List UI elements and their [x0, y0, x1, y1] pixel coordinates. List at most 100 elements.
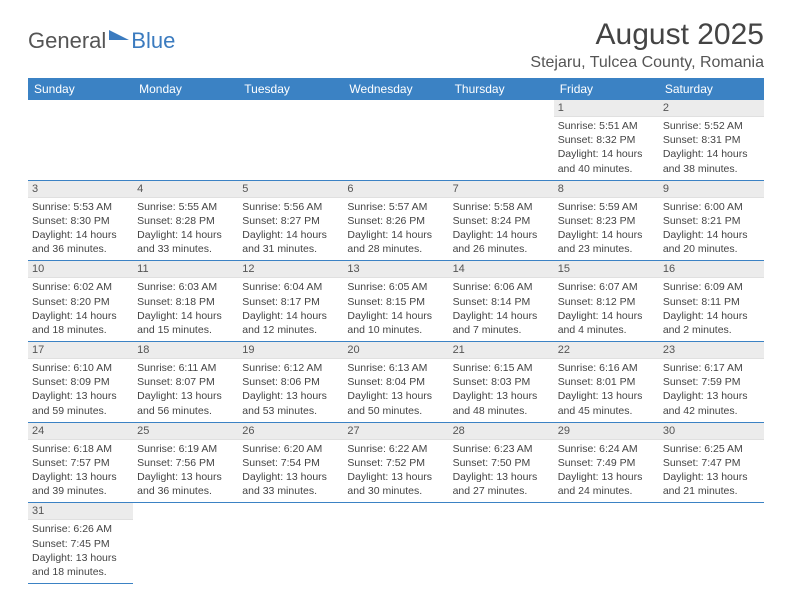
sunrise-line: Sunrise: 5:59 AM [558, 200, 655, 214]
daylight-line: Daylight: 13 hours and 27 minutes. [453, 470, 550, 498]
day-number: 3 [28, 181, 133, 198]
calendar-cell: 23Sunrise: 6:17 AMSunset: 7:59 PMDayligh… [659, 342, 764, 423]
calendar-cell [343, 100, 448, 180]
day-number: 19 [238, 342, 343, 359]
day-number: 28 [449, 423, 554, 440]
day-body: Sunrise: 6:25 AMSunset: 7:47 PMDaylight:… [659, 440, 764, 503]
sunrise-line: Sunrise: 5:57 AM [347, 200, 444, 214]
sunset-line: Sunset: 8:04 PM [347, 375, 444, 389]
calendar-cell: 8Sunrise: 5:59 AMSunset: 8:23 PMDaylight… [554, 180, 659, 261]
sunset-line: Sunset: 8:15 PM [347, 295, 444, 309]
sunrise-line: Sunrise: 5:51 AM [558, 119, 655, 133]
sunrise-line: Sunrise: 6:05 AM [347, 280, 444, 294]
day-number: 27 [343, 423, 448, 440]
day-body: Sunrise: 6:03 AMSunset: 8:18 PMDaylight:… [133, 278, 238, 341]
sunset-line: Sunset: 8:27 PM [242, 214, 339, 228]
sunset-line: Sunset: 8:01 PM [558, 375, 655, 389]
day-body: Sunrise: 6:22 AMSunset: 7:52 PMDaylight:… [343, 440, 448, 503]
sunrise-line: Sunrise: 6:25 AM [663, 442, 760, 456]
day-number: 20 [343, 342, 448, 359]
location-text: Stejaru, Tulcea County, Romania [530, 54, 764, 72]
day-body: Sunrise: 5:57 AMSunset: 8:26 PMDaylight:… [343, 198, 448, 261]
sunrise-line: Sunrise: 5:56 AM [242, 200, 339, 214]
daylight-line: Daylight: 13 hours and 45 minutes. [558, 389, 655, 417]
weekday-header: Wednesday [343, 78, 448, 100]
calendar-cell [343, 503, 448, 584]
calendar-cell: 17Sunrise: 6:10 AMSunset: 8:09 PMDayligh… [28, 342, 133, 423]
daylight-line: Daylight: 14 hours and 23 minutes. [558, 228, 655, 256]
sunset-line: Sunset: 8:24 PM [453, 214, 550, 228]
sunset-line: Sunset: 7:56 PM [137, 456, 234, 470]
sunset-line: Sunset: 8:07 PM [137, 375, 234, 389]
calendar-cell [28, 100, 133, 180]
sunrise-line: Sunrise: 6:20 AM [242, 442, 339, 456]
calendar-cell: 11Sunrise: 6:03 AMSunset: 8:18 PMDayligh… [133, 261, 238, 342]
title-block: August 2025 Stejaru, Tulcea County, Roma… [530, 18, 764, 72]
day-body: Sunrise: 6:24 AMSunset: 7:49 PMDaylight:… [554, 440, 659, 503]
sunset-line: Sunset: 7:45 PM [32, 537, 129, 551]
sunset-line: Sunset: 8:09 PM [32, 375, 129, 389]
day-number: 5 [238, 181, 343, 198]
daylight-line: Daylight: 14 hours and 2 minutes. [663, 309, 760, 337]
day-number: 29 [554, 423, 659, 440]
day-number: 9 [659, 181, 764, 198]
calendar-cell: 20Sunrise: 6:13 AMSunset: 8:04 PMDayligh… [343, 342, 448, 423]
sunset-line: Sunset: 8:14 PM [453, 295, 550, 309]
day-body: Sunrise: 5:53 AMSunset: 8:30 PMDaylight:… [28, 198, 133, 261]
day-body: Sunrise: 6:20 AMSunset: 7:54 PMDaylight:… [238, 440, 343, 503]
calendar-cell [238, 100, 343, 180]
calendar-table: SundayMondayTuesdayWednesdayThursdayFrid… [28, 78, 764, 584]
day-body: Sunrise: 5:52 AMSunset: 8:31 PMDaylight:… [659, 117, 764, 180]
calendar-cell [659, 503, 764, 584]
calendar-cell: 13Sunrise: 6:05 AMSunset: 8:15 PMDayligh… [343, 261, 448, 342]
weekday-header: Saturday [659, 78, 764, 100]
day-body: Sunrise: 5:55 AMSunset: 8:28 PMDaylight:… [133, 198, 238, 261]
sunset-line: Sunset: 8:06 PM [242, 375, 339, 389]
weekday-header: Sunday [28, 78, 133, 100]
sunset-line: Sunset: 7:52 PM [347, 456, 444, 470]
daylight-line: Daylight: 14 hours and 10 minutes. [347, 309, 444, 337]
calendar-cell [238, 503, 343, 584]
day-number: 8 [554, 181, 659, 198]
calendar-body: 1Sunrise: 5:51 AMSunset: 8:32 PMDaylight… [28, 100, 764, 584]
day-body: Sunrise: 6:12 AMSunset: 8:06 PMDaylight:… [238, 359, 343, 422]
sunset-line: Sunset: 8:26 PM [347, 214, 444, 228]
header: General Blue August 2025 Stejaru, Tulcea… [28, 18, 764, 72]
day-number: 25 [133, 423, 238, 440]
logo-text-general: General [28, 28, 106, 54]
daylight-line: Daylight: 14 hours and 4 minutes. [558, 309, 655, 337]
calendar-cell: 4Sunrise: 5:55 AMSunset: 8:28 PMDaylight… [133, 180, 238, 261]
calendar-cell [133, 100, 238, 180]
calendar-row: 24Sunrise: 6:18 AMSunset: 7:57 PMDayligh… [28, 422, 764, 503]
day-body: Sunrise: 6:07 AMSunset: 8:12 PMDaylight:… [554, 278, 659, 341]
sunset-line: Sunset: 7:57 PM [32, 456, 129, 470]
day-number: 4 [133, 181, 238, 198]
sunrise-line: Sunrise: 5:55 AM [137, 200, 234, 214]
sunrise-line: Sunrise: 6:12 AM [242, 361, 339, 375]
daylight-line: Daylight: 13 hours and 24 minutes. [558, 470, 655, 498]
calendar-row: 31Sunrise: 6:26 AMSunset: 7:45 PMDayligh… [28, 503, 764, 584]
daylight-line: Daylight: 13 hours and 56 minutes. [137, 389, 234, 417]
day-number: 21 [449, 342, 554, 359]
sunrise-line: Sunrise: 6:17 AM [663, 361, 760, 375]
day-number: 11 [133, 261, 238, 278]
flag-icon [109, 30, 131, 46]
sunrise-line: Sunrise: 6:07 AM [558, 280, 655, 294]
day-number: 12 [238, 261, 343, 278]
calendar-cell: 9Sunrise: 6:00 AMSunset: 8:21 PMDaylight… [659, 180, 764, 261]
day-number: 14 [449, 261, 554, 278]
calendar-cell: 31Sunrise: 6:26 AMSunset: 7:45 PMDayligh… [28, 503, 133, 584]
daylight-line: Daylight: 14 hours and 36 minutes. [32, 228, 129, 256]
daylight-line: Daylight: 14 hours and 31 minutes. [242, 228, 339, 256]
calendar-cell: 7Sunrise: 5:58 AMSunset: 8:24 PMDaylight… [449, 180, 554, 261]
day-number: 7 [449, 181, 554, 198]
day-number: 23 [659, 342, 764, 359]
day-body: Sunrise: 5:56 AMSunset: 8:27 PMDaylight:… [238, 198, 343, 261]
calendar-cell: 18Sunrise: 6:11 AMSunset: 8:07 PMDayligh… [133, 342, 238, 423]
sunset-line: Sunset: 7:59 PM [663, 375, 760, 389]
sunrise-line: Sunrise: 6:13 AM [347, 361, 444, 375]
day-body: Sunrise: 6:10 AMSunset: 8:09 PMDaylight:… [28, 359, 133, 422]
day-body: Sunrise: 6:18 AMSunset: 7:57 PMDaylight:… [28, 440, 133, 503]
day-number: 6 [343, 181, 448, 198]
daylight-line: Daylight: 14 hours and 26 minutes. [453, 228, 550, 256]
